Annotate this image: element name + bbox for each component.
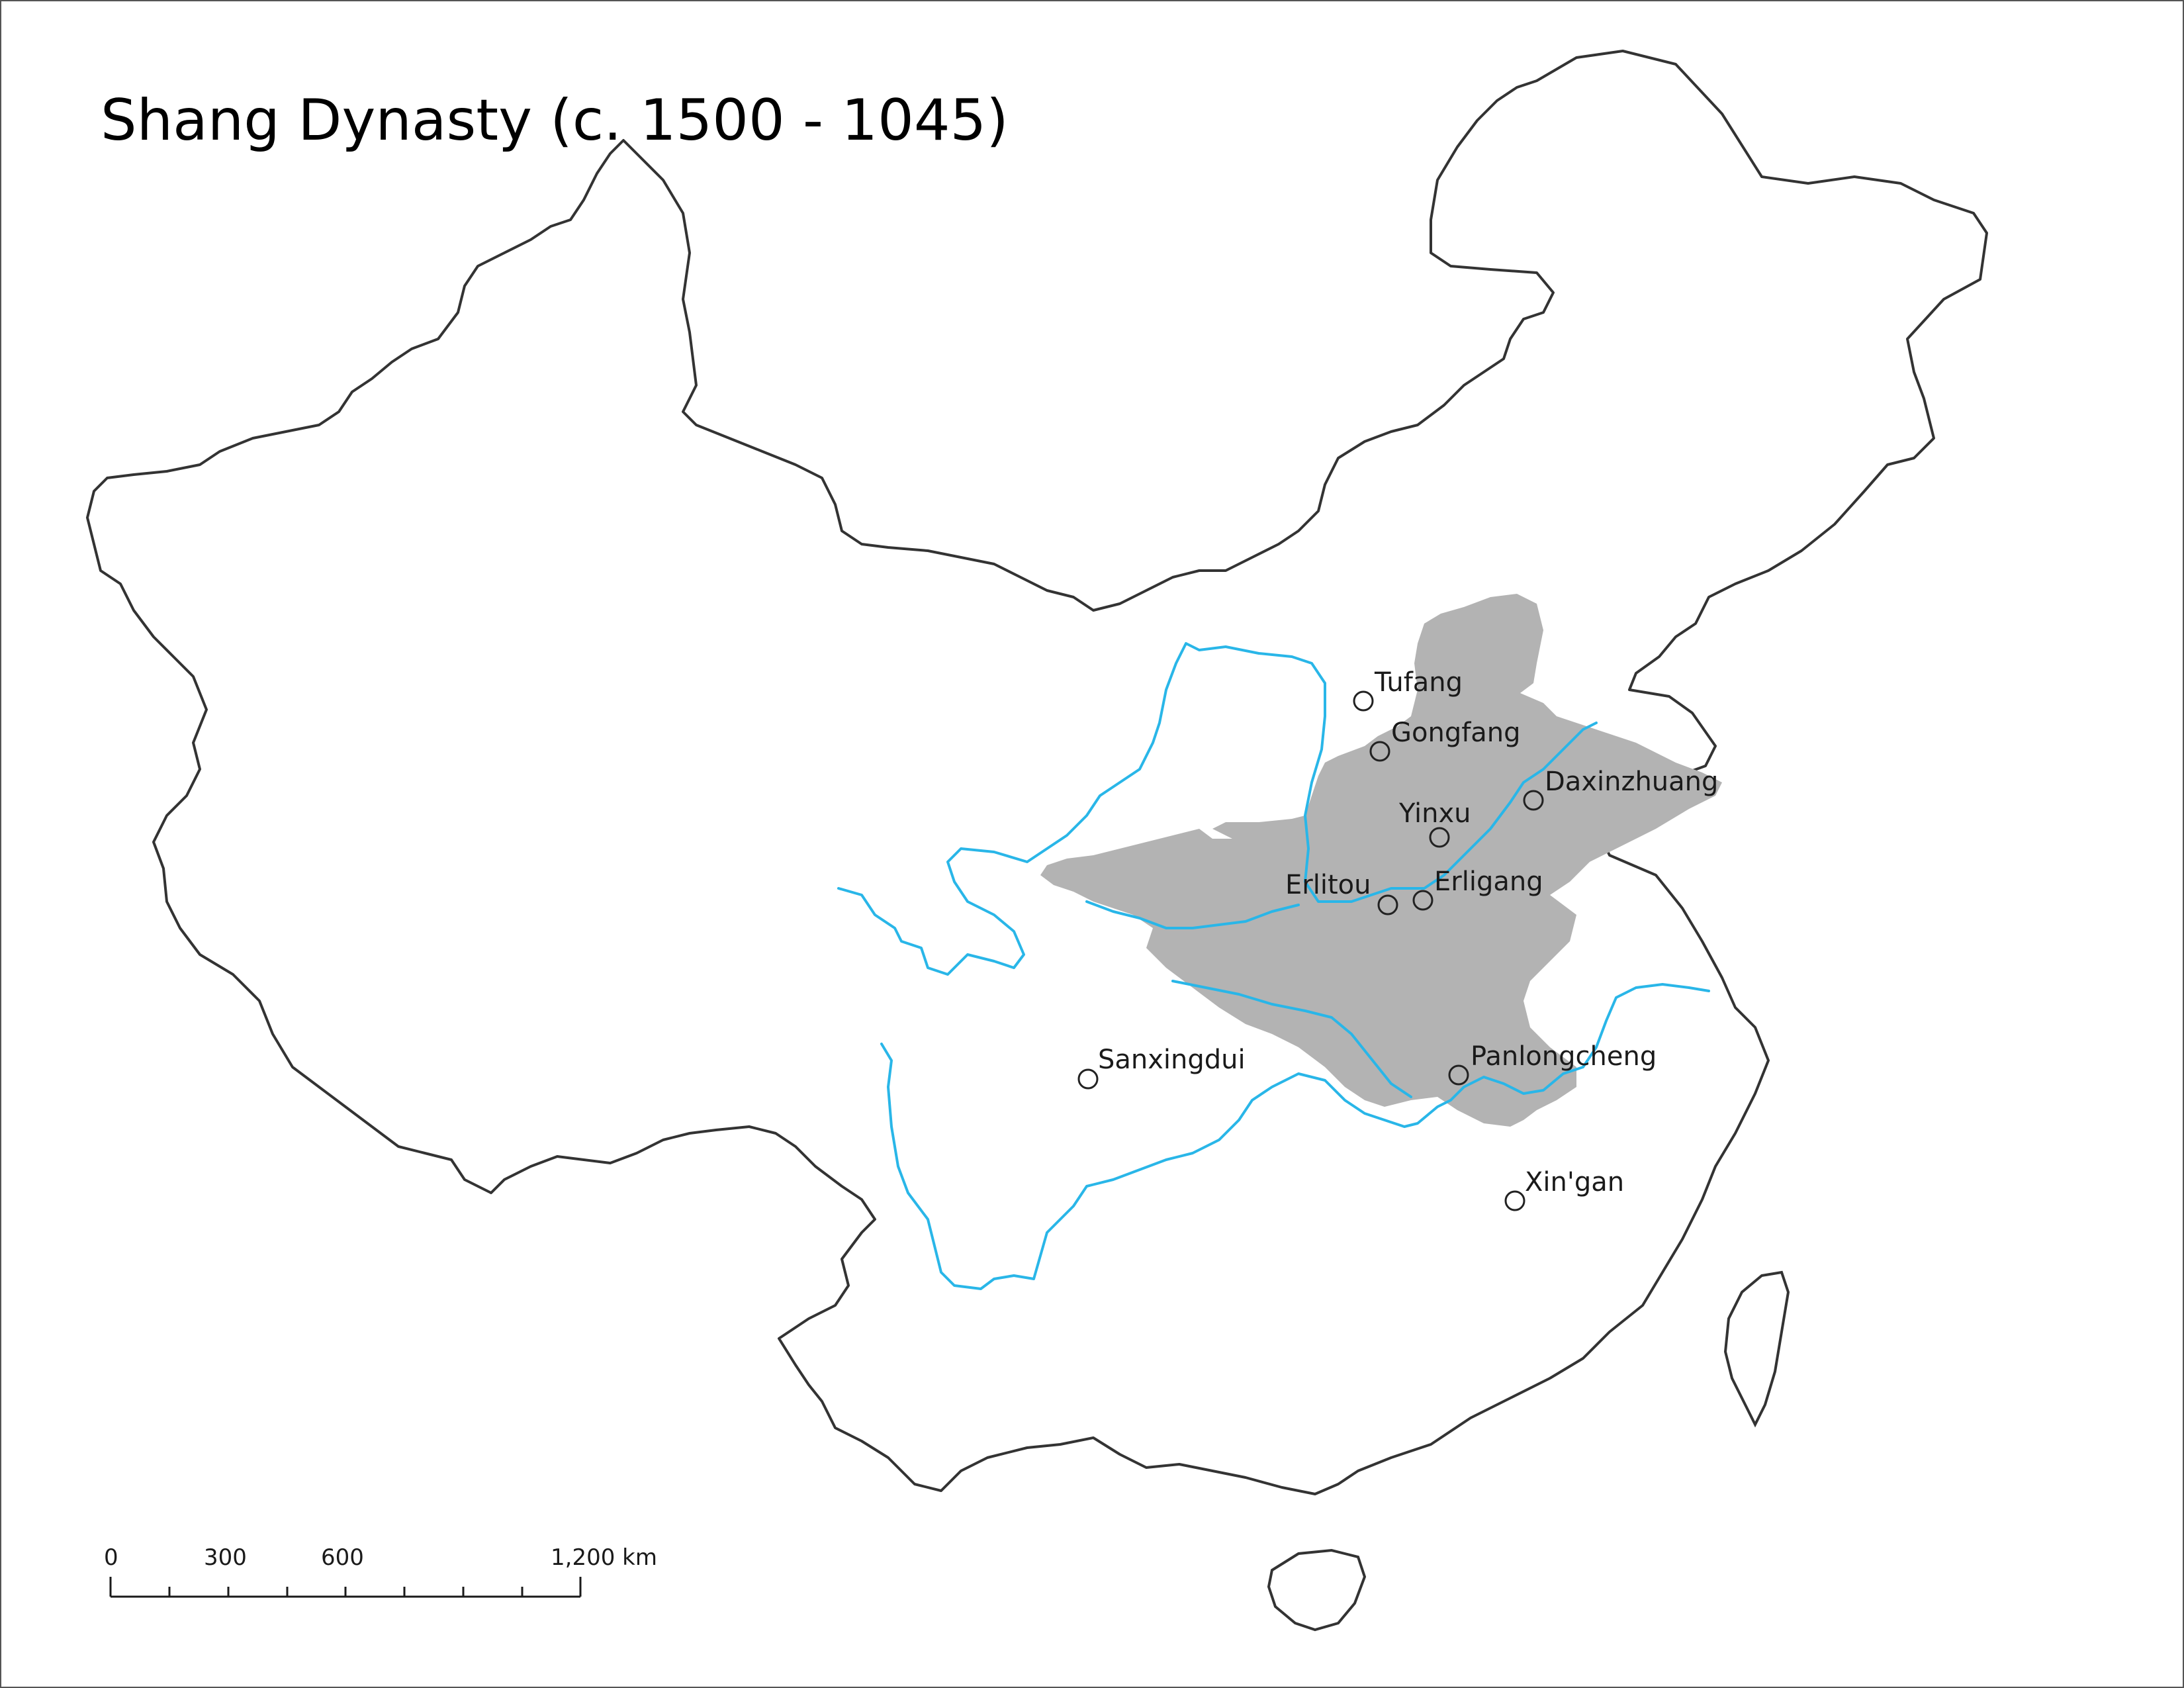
- site-marker-gongfang[interactable]: [1369, 741, 1390, 762]
- site-marker-xingan[interactable]: [1504, 1190, 1525, 1211]
- site-marker-tufang[interactable]: [1353, 690, 1374, 712]
- taiwan-island: [1723, 1270, 1790, 1428]
- shang-territory: [1040, 594, 1722, 1127]
- site-label-gongfang: Gongfang: [1391, 718, 1521, 748]
- hainan-island: [1267, 1548, 1367, 1632]
- scale-bar: 0 300 600 1,200 km: [104, 1544, 657, 1598]
- map-title: Shang Dynasty (c. 1500 - 1045): [101, 87, 1009, 154]
- scale-label-0: 0: [104, 1544, 118, 1571]
- site-label-xingan: Xin'gan: [1525, 1167, 1624, 1197]
- site-marker-panlongcheng[interactable]: [1448, 1064, 1469, 1086]
- site-label-panlongcheng: Panlongcheng: [1471, 1041, 1657, 1072]
- yangtze-river: [880, 983, 1710, 1290]
- yellow-river: [837, 642, 1598, 976]
- site-labels: Tufang Gongfang Daxinzhuang Yinxu Erlito…: [1098, 667, 1718, 1197]
- scale-label-600: 600: [321, 1544, 364, 1571]
- han-river: [1171, 980, 1412, 1098]
- site-label-yinxu: Yinxu: [1398, 798, 1471, 829]
- site-marker-erligang[interactable]: [1412, 890, 1433, 911]
- site-markers: [1077, 690, 1544, 1211]
- site-label-daxinzhuang: Daxinzhuang: [1545, 767, 1718, 797]
- site-label-erligang: Erligang: [1434, 867, 1543, 897]
- site-label-tufang: Tufang: [1374, 667, 1463, 698]
- site-marker-daxinzhuang[interactable]: [1523, 790, 1544, 811]
- scale-label-1200: 1,200 km: [551, 1544, 657, 1571]
- site-marker-sanxingdui[interactable]: [1077, 1068, 1099, 1090]
- site-marker-erlitou[interactable]: [1377, 894, 1398, 915]
- site-label-erlitou: Erlitou: [1285, 870, 1371, 900]
- site-label-sanxingdui: Sanxingdui: [1098, 1045, 1246, 1075]
- site-marker-yinxu[interactable]: [1429, 827, 1450, 848]
- scale-label-300: 300: [204, 1544, 247, 1571]
- wei-river: [1085, 900, 1300, 929]
